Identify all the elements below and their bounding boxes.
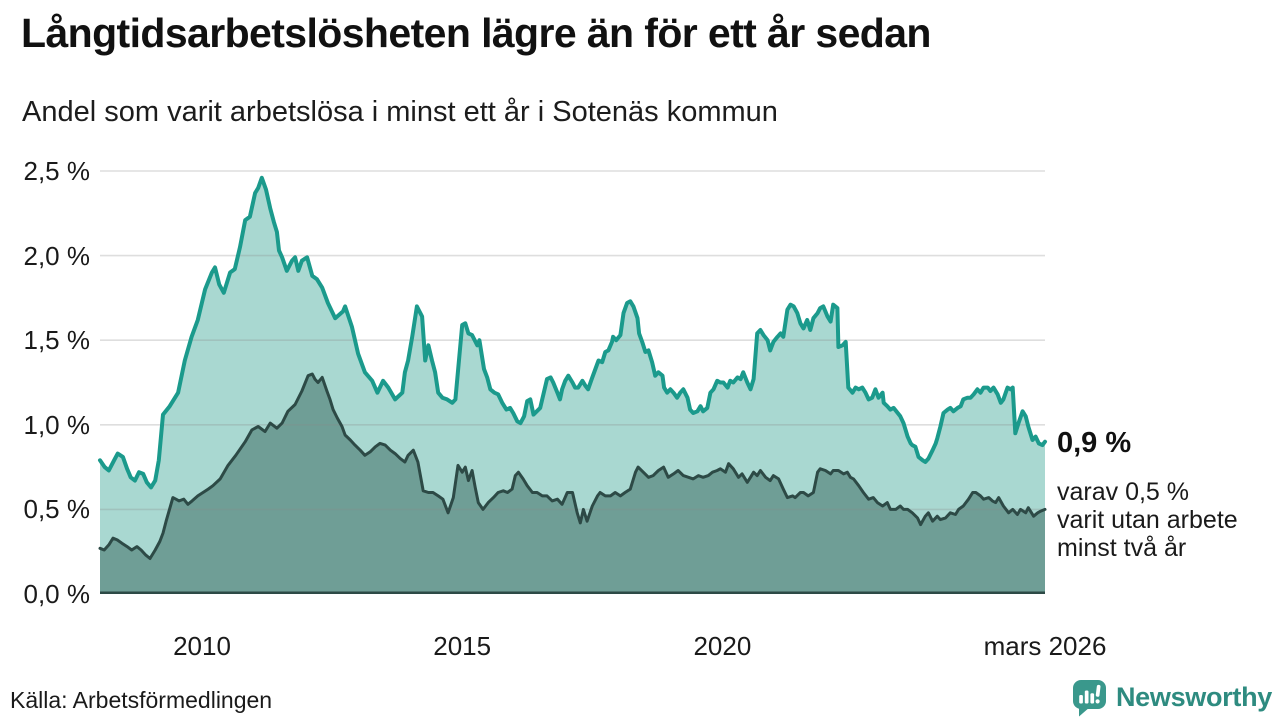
y-tick-label: 1,5 %: [23, 325, 91, 356]
line-one-year: [98, 175, 1047, 490]
latest-value-label: 0,9 %: [1057, 427, 1132, 459]
newsworthy-logo: Newsworthy: [1070, 678, 1272, 717]
y-axis: 0,0 % 0,5 % 1,0 % 1,5 % 2,0 % 2,5 %: [0, 156, 91, 609]
y-tick-label: 2,0 %: [23, 240, 91, 271]
y-tick-label: 0,0 %: [23, 579, 91, 609]
line-two-years: [98, 372, 1047, 560]
x-tick-label: 2010: [173, 631, 231, 661]
area-fill-two-years: [100, 374, 1045, 594]
source-note: Källa: Arbetsförmedlingen: [10, 687, 273, 713]
x-tick-label: mars 2026: [983, 631, 1107, 661]
y-tick-label: 1,0 %: [23, 409, 91, 440]
area-chart: [98, 170, 1047, 595]
x-tick-label: 2020: [693, 631, 752, 661]
y-tick-label: 0,5 %: [23, 494, 91, 525]
newsworthy-wordmark: Newsworthy: [1115, 682, 1272, 712]
chart-plot-svg: [98, 170, 1047, 595]
newsworthy-bubble-chart-icon: [1070, 678, 1109, 717]
x-tick-label: 2015: [433, 631, 492, 661]
page-title: Långtidsarbetslösheten lägre än för ett …: [21, 10, 931, 56]
two-year-annotation: varav 0,5 % varit utan arbete minst två …: [1057, 478, 1238, 562]
x-axis: 2010 2015 2020 mars 2026: [100, 631, 1106, 667]
y-tick-label: 2,5 %: [23, 156, 91, 186]
chart-subtitle: Andel som varit arbetslösa i minst ett å…: [22, 96, 778, 128]
